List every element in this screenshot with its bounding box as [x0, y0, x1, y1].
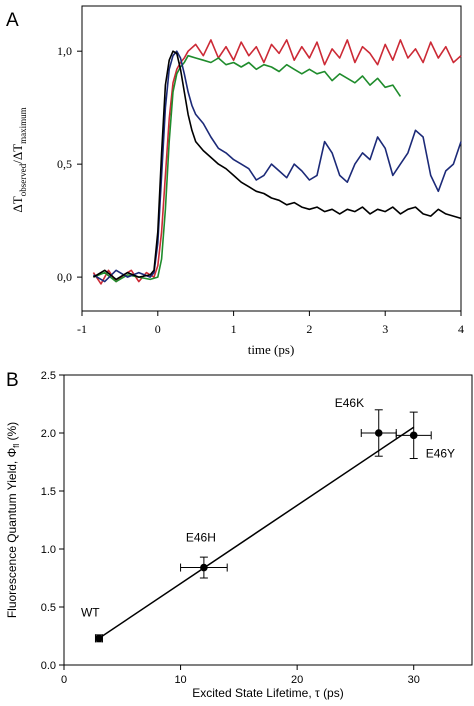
- panel-a-series-line-1: [93, 54, 402, 283]
- panel-a-y-label-main: ΔT: [10, 196, 25, 212]
- panel-b-x-tick-label: 30: [408, 674, 420, 686]
- panel-b-y-tick-label: 1.5: [41, 486, 56, 498]
- panel-b-y-label-main: Fluorescence Quantum Yield, Φ: [5, 448, 19, 618]
- panel-a-y-label-sep: /ΔT: [10, 144, 25, 164]
- panel-b-data-point: [374, 429, 383, 437]
- panel-b-x-axis-label: Excited State Lifetime, τ (ps): [192, 686, 343, 700]
- panel-a-x-tick-label: -1: [77, 322, 87, 336]
- panel-b-y-tick-label: 2.0: [41, 428, 56, 440]
- panel-b-data-point-group: E46K: [335, 396, 397, 457]
- panel-a: A -1 0 1 2 3 4 0,0 0,5 1,0 time (ps) ΔTobserved…: [6, 5, 464, 357]
- panel-a-x-tick-label: 1: [231, 322, 237, 336]
- panel-b-data-point-group: E46Y: [395, 411, 455, 460]
- panel-a-series-line-3: [92, 50, 462, 281]
- panel-b-label: B: [6, 370, 19, 391]
- panel-b-y-label-unit: (%): [5, 422, 19, 444]
- panel-a-y-axis-label: ΔTobserved/ΔTmaximum: [10, 107, 28, 212]
- panel-b-y-axis: 0.0 0.5 1.0 1.5 2.0 2.5: [41, 370, 64, 672]
- panel-a-y-tick-label: 0,5: [57, 157, 72, 171]
- panel-a-y-label-sub2: maximum: [18, 107, 28, 144]
- panel-b-y-axis-label: Fluorescence Quantum Yield, Φfl (%): [5, 422, 21, 618]
- panel-b-data-point-group: E46H: [180, 531, 228, 579]
- panel-b-point-label: E46K: [335, 396, 364, 410]
- panel-a-x-tick-label: 4: [458, 322, 464, 336]
- panel-b-fit-line: [98, 426, 415, 639]
- panel-b-y-tick-label: 2.5: [41, 370, 56, 382]
- panel-b-y-tick-label: 1.0: [41, 544, 56, 556]
- panel-b-data-point-group: WT: [81, 605, 103, 643]
- panel-b-x-tick-label: 0: [61, 674, 67, 686]
- panel-b-point-label: E46H: [186, 531, 216, 545]
- panel-a-x-axis-label: time (ps): [248, 342, 295, 357]
- panel-a-y-tick-label: 1,0: [57, 44, 72, 58]
- panel-a-x-axis: -1 0 1 2 3 4: [77, 311, 464, 336]
- panel-a-plot-frame: [81, 5, 462, 312]
- panel-b-fit-group: [98, 426, 415, 639]
- panel-b-y-label-sub: fl: [12, 444, 21, 448]
- panel-a-x-tick-label: 3: [382, 322, 388, 336]
- panel-b: B WT E46H E46K E46Y 0 10 20 30 0.0 0.5 1.0 1.5 2.0…: [5, 370, 473, 700]
- panel-b-data-point: [409, 431, 418, 440]
- panel-b-plot-frame: [63, 374, 473, 666]
- panel-b-data-point: [200, 563, 208, 572]
- panel-a-series-line-2: [92, 50, 462, 283]
- panel-a-y-tick-label: 0,0: [57, 270, 72, 284]
- panel-a-series-group: [92, 39, 462, 285]
- panel-b-x-tick-label: 10: [174, 674, 186, 686]
- panel-b-x-axis: 0 10 20 30: [61, 665, 420, 686]
- panel-b-points-group: WT E46H E46K E46Y: [81, 396, 455, 643]
- panel-a-y-label-sub1: observed: [18, 163, 28, 196]
- panel-a-series-line-0: [92, 39, 462, 285]
- panel-b-y-tick-label: 0.5: [41, 602, 56, 614]
- panel-a-x-tick-label: 2: [306, 322, 312, 336]
- panel-b-y-tick-label: 0.0: [41, 660, 56, 672]
- panel-a-x-tick-label: 0: [155, 322, 161, 336]
- panel-b-point-label: WT: [81, 605, 100, 619]
- panel-b-data-point: [95, 634, 103, 643]
- panel-b-x-tick-label: 20: [291, 674, 303, 686]
- panel-a-y-axis: 0,0 0,5 1,0: [57, 44, 82, 284]
- panel-b-point-label: E46Y: [426, 446, 455, 460]
- panel-a-label: A: [6, 10, 19, 31]
